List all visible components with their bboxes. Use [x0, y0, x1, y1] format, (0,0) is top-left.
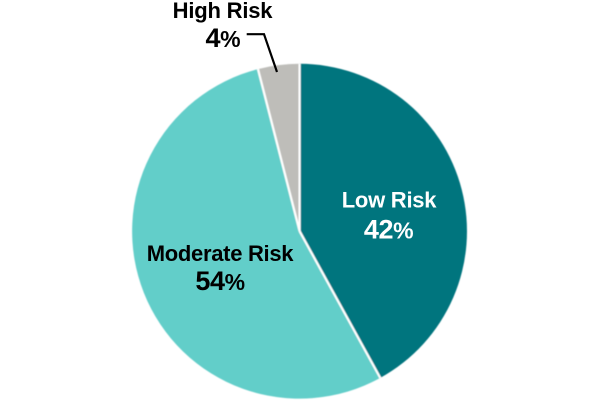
svg-text:High Risk: High Risk: [173, 0, 274, 23]
svg-text:Moderate Risk: Moderate Risk: [147, 241, 295, 266]
svg-text:54%: 54%: [195, 266, 244, 296]
svg-text:Low Risk: Low Risk: [342, 188, 438, 213]
svg-text:4%: 4%: [205, 23, 240, 53]
svg-text:42%: 42%: [364, 214, 413, 244]
